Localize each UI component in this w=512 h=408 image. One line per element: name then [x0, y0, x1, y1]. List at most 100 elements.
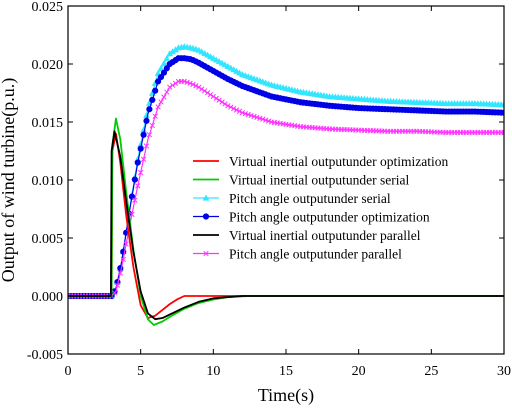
series-marker [262, 117, 269, 123]
legend-label: Virtual inertial outputunder optimizatio… [229, 154, 449, 169]
legend: Virtual inertial outputunder optimizatio… [193, 154, 449, 262]
series-markers [68, 55, 504, 300]
y-tick-label: 0.025 [32, 0, 64, 15]
series-marker [140, 131, 147, 138]
series-marker [251, 113, 257, 120]
series-marker [157, 64, 165, 71]
series-line [68, 130, 504, 321]
series-marker [257, 115, 263, 121]
legend-label: Pitch angle outputunder parallel [229, 247, 402, 262]
series-marker [210, 93, 216, 100]
x-tick-label: 25 [424, 364, 438, 379]
series-marker [254, 114, 260, 121]
x-tick-label: 5 [137, 364, 144, 379]
series-marker [146, 132, 153, 138]
legend-item: Virtual inertial outputunder serial [193, 173, 410, 188]
series-marker [157, 73, 165, 81]
x-tick-label: 10 [206, 364, 220, 379]
series-marker [164, 89, 170, 95]
x-axis-title: Time(s) [258, 385, 314, 406]
series-marker [140, 156, 147, 162]
series-marker [149, 122, 155, 129]
series-0 [68, 132, 504, 319]
series-marker [222, 101, 228, 107]
series-marker [239, 110, 246, 116]
series-marker [143, 117, 150, 124]
series-line [68, 132, 504, 319]
series-marker [140, 126, 147, 133]
series-marker [196, 84, 202, 90]
series-marker [201, 88, 208, 94]
legend-item: Pitch angle outputunder parallel [193, 247, 402, 262]
legend-label: Virtual inertial outputunder serial [229, 173, 410, 188]
series-marker [152, 87, 159, 94]
legend-item: Virtual inertial outputunder optimizatio… [193, 154, 449, 169]
y-tick-label: 0.015 [32, 116, 64, 131]
y-tick-label: 0.020 [32, 58, 64, 73]
legend-label: Virtual inertial outputunder parallel [229, 228, 421, 243]
series-marker [233, 107, 240, 113]
series-marker [160, 69, 168, 76]
x-tick-label: 0 [65, 364, 72, 379]
series-marker [225, 103, 231, 109]
y-tick-label: 0.010 [32, 174, 64, 189]
series-marker [155, 78, 162, 85]
legend-item: Virtual inertial outputunder parallel [193, 228, 421, 243]
series-marker [204, 90, 211, 96]
series-marker [129, 211, 135, 218]
series-marker [228, 104, 234, 110]
x-tick-label: 30 [497, 364, 511, 379]
series-marker [216, 97, 222, 103]
series-marker [163, 54, 171, 62]
series-5 [68, 78, 504, 299]
legend-marker [202, 194, 210, 201]
series-marker [132, 197, 138, 203]
legend-label: Pitch angle outputunder optimization [229, 210, 430, 225]
series-marker [213, 95, 219, 101]
series-marker [152, 113, 158, 119]
series-marker [265, 118, 272, 124]
series-marker [219, 99, 225, 105]
x-tick-label: 20 [352, 364, 366, 379]
series-marker [199, 86, 205, 92]
series-marker [242, 110, 248, 117]
series-marker [248, 112, 254, 119]
series-marker [163, 65, 170, 72]
series-marker [160, 59, 168, 67]
ticks-layer: 0 5 10 15 20 25 30 -0.005 0.000 0.005 0.010 0.015 0.… [27, 0, 511, 379]
legend-marker [203, 250, 209, 257]
series-marker [245, 111, 251, 118]
y-tick-label: 0.000 [32, 290, 64, 305]
series-marker [181, 78, 187, 85]
series-marker [236, 108, 243, 114]
series-marker [149, 96, 156, 104]
series-marker [169, 82, 176, 88]
legend-item: Pitch angle outputunder optimization [193, 210, 430, 225]
series-layer [68, 43, 504, 326]
series-marker [120, 256, 126, 262]
series-marker [137, 145, 144, 152]
x-tick-label: 15 [279, 364, 293, 379]
series-marker [184, 79, 190, 85]
series-marker [155, 104, 161, 110]
series-marker [131, 176, 138, 183]
series-marker [231, 105, 237, 112]
series-marker [111, 290, 118, 296]
series-marker [167, 84, 173, 90]
series-marker [500, 101, 504, 108]
series-markers [68, 78, 504, 299]
series-marker [501, 129, 504, 136]
series-4 [68, 130, 504, 321]
legend-item: Pitch angle outputunder serial [193, 191, 391, 206]
series-marker [146, 106, 153, 113]
series-marker [143, 143, 150, 149]
series-marker [190, 81, 196, 88]
series-marker [161, 94, 167, 100]
series-marker [260, 116, 266, 122]
series-marker [117, 270, 123, 276]
series-marker [135, 183, 141, 189]
series-marker [158, 99, 164, 105]
y-tick-label: 0.005 [32, 232, 64, 247]
series-marker [187, 80, 193, 86]
